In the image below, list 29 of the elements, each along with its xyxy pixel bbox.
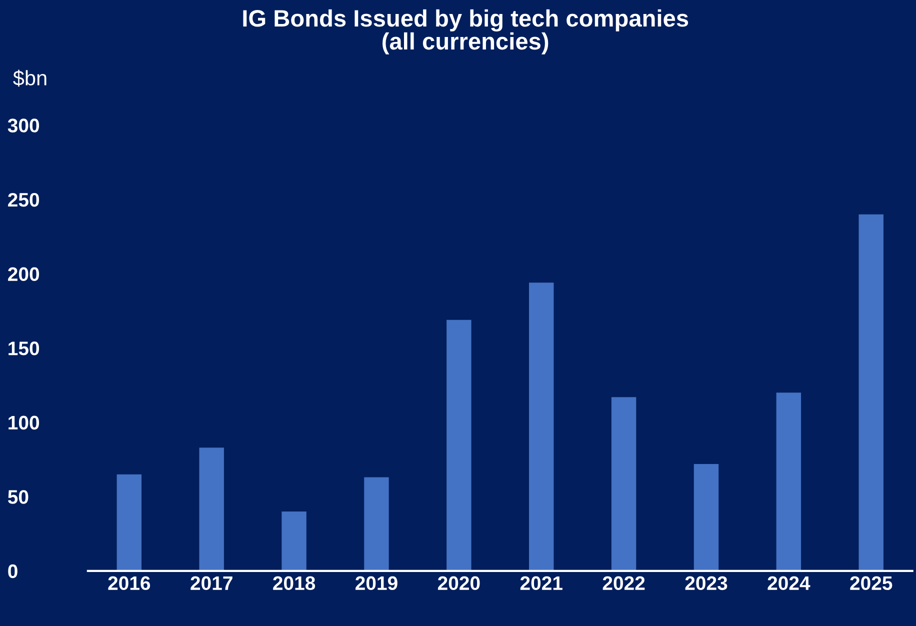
x-tick-label: 2018 [273, 576, 316, 590]
y-tick-label: 300 [8, 118, 40, 132]
y-tick-label: 250 [8, 192, 40, 207]
x-tick-label: 2022 [602, 576, 645, 590]
x-tick-label: 2020 [438, 576, 480, 590]
x-tick-label: 2019 [356, 576, 398, 590]
bar [858, 214, 884, 571]
chart-title: IG Bonds Issued by big tech companies (all currencies) [243, 9, 688, 54]
bar [528, 282, 554, 571]
bar [694, 464, 719, 571]
bar [364, 477, 389, 571]
bar [446, 320, 472, 571]
x-tick-label: 2017 [190, 576, 232, 590]
y-tick-label: 0 [8, 564, 18, 578]
y-axis-title: $bn [13, 70, 46, 87]
x-tick-label: 2016 [108, 576, 150, 590]
x-tick-label: 2023 [685, 576, 728, 590]
y-tick-label: 200 [8, 267, 40, 282]
bar [282, 511, 306, 571]
bar [776, 392, 802, 571]
x-tick-label: 2024 [768, 576, 810, 590]
bar [611, 397, 636, 571]
bar [116, 474, 142, 571]
y-tick-label: 100 [8, 416, 40, 430]
y-tick-label: 50 [8, 490, 28, 504]
y-tick-label: 150 [8, 342, 40, 356]
bar [199, 448, 224, 571]
x-tick-label: 2021 [520, 576, 562, 590]
x-tick-label: 2025 [850, 576, 892, 590]
